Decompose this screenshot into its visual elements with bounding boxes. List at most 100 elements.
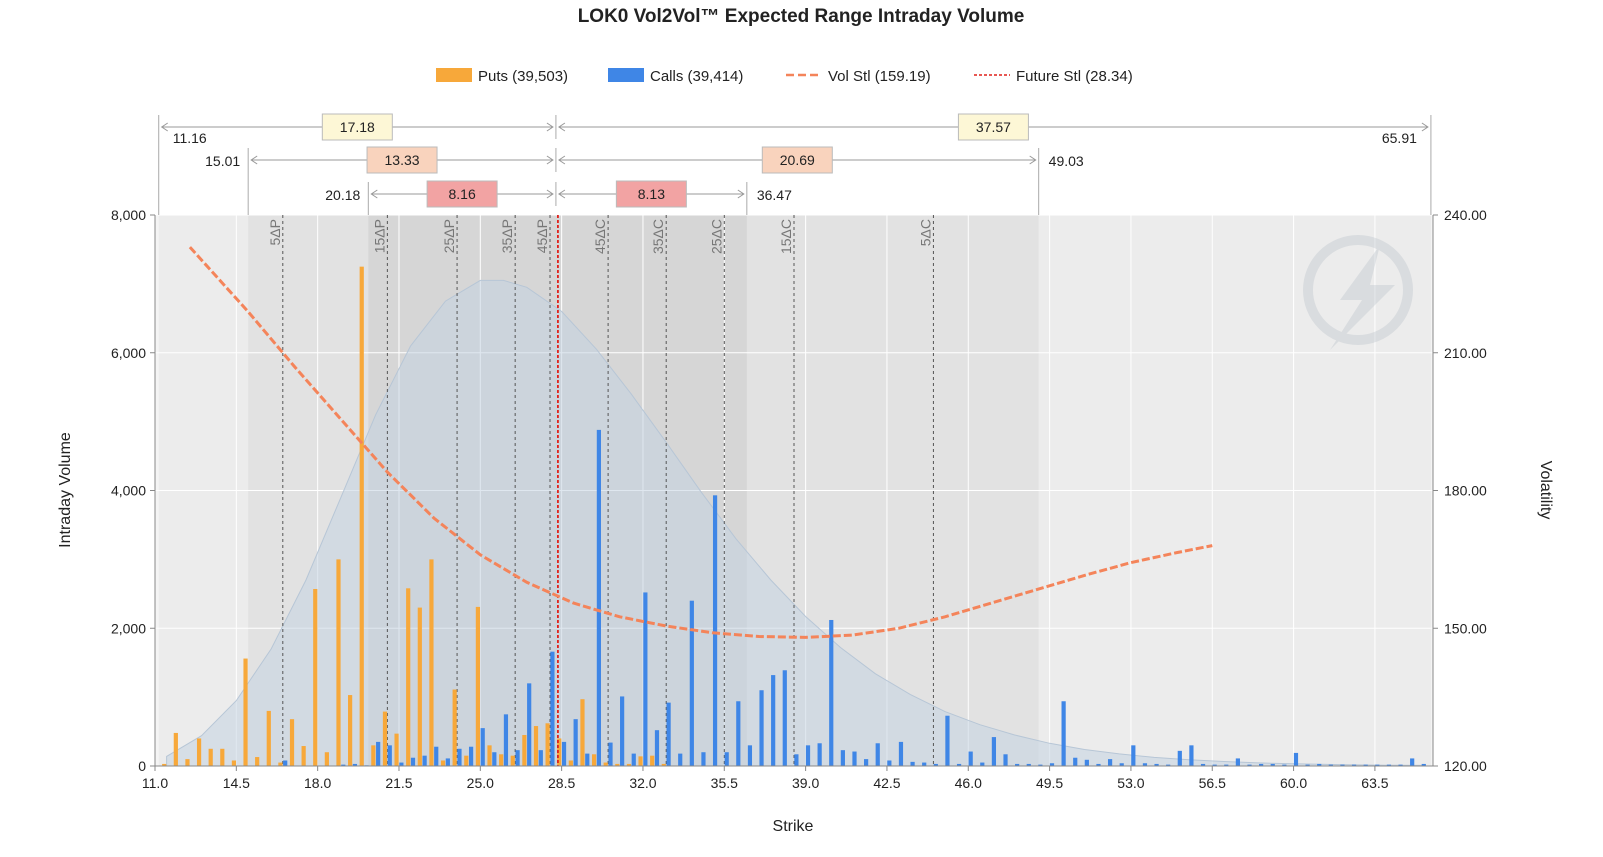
call-bar bbox=[724, 752, 729, 766]
put-bar bbox=[638, 756, 643, 766]
call-bar bbox=[492, 752, 497, 766]
put-bar bbox=[173, 732, 178, 766]
legend-puts-label: Puts (39,503) bbox=[478, 68, 568, 85]
y-tick-label: 4,000 bbox=[111, 483, 146, 499]
call-bar bbox=[933, 763, 938, 766]
call-bar bbox=[422, 755, 427, 766]
arrowhead bbox=[737, 189, 745, 199]
call-bar bbox=[910, 761, 915, 766]
put-bar bbox=[382, 711, 388, 766]
put-bar bbox=[440, 760, 446, 766]
x-tick-label: 11.0 bbox=[142, 775, 168, 791]
put-bar bbox=[220, 748, 225, 766]
arrowhead bbox=[546, 189, 554, 199]
call-bar bbox=[527, 683, 532, 766]
call-bar bbox=[631, 753, 636, 766]
put-bar bbox=[429, 559, 434, 766]
range-low-label: 20.18 bbox=[325, 187, 360, 203]
call-bar bbox=[596, 429, 601, 766]
call-bar bbox=[1235, 758, 1240, 766]
call-bar bbox=[608, 742, 613, 766]
y2-tick-label: 240.00 bbox=[1444, 207, 1487, 223]
put-bar bbox=[406, 588, 411, 766]
call-bar bbox=[503, 714, 509, 766]
delta-label: 15ΔP bbox=[371, 219, 387, 253]
call-bar bbox=[1049, 763, 1055, 766]
call-bar bbox=[678, 753, 683, 766]
y2-tick-label: 150.00 bbox=[1444, 620, 1487, 636]
plot-area: 5ΔP 15ΔP 25ΔP 35ΔP 45ΔP 45ΔC 35ΔC 25ΔC 15ΔC 5ΔC 11… bbox=[111, 113, 1487, 791]
put-bar bbox=[278, 762, 283, 766]
legend-future-label: Future Stl (28.34) bbox=[1016, 68, 1133, 85]
x-axis-label: Strike bbox=[773, 818, 814, 835]
call-bar bbox=[550, 651, 555, 766]
put-bar bbox=[417, 607, 422, 766]
put-bar bbox=[196, 738, 202, 766]
call-bar bbox=[1038, 764, 1043, 766]
distribution-area bbox=[166, 279, 1422, 767]
put-bar bbox=[475, 606, 481, 766]
call-bar bbox=[561, 741, 567, 766]
y2-axis-label: Volatility bbox=[1537, 461, 1554, 520]
call-bar bbox=[573, 719, 578, 766]
call-bar bbox=[1131, 745, 1136, 766]
range-down-box bbox=[366, 146, 438, 174]
call-bar bbox=[945, 715, 950, 766]
call-bar bbox=[1410, 758, 1415, 766]
call-bar bbox=[341, 764, 346, 766]
call-bar bbox=[1282, 764, 1287, 766]
call-bar bbox=[1177, 750, 1182, 766]
range-low-label: 11.16 bbox=[173, 130, 207, 146]
delta-label: 35ΔC bbox=[650, 219, 666, 254]
put-bar bbox=[324, 752, 329, 766]
delta-label: 45ΔP bbox=[534, 219, 550, 253]
call-bar bbox=[701, 752, 706, 766]
call-bar bbox=[1142, 763, 1148, 766]
x-tick-label: 53.0 bbox=[1117, 775, 1144, 791]
put-bar bbox=[255, 757, 260, 766]
call-bar bbox=[480, 728, 485, 766]
delta-label: 15ΔC bbox=[778, 219, 794, 254]
put-bar bbox=[162, 763, 167, 766]
call-bar bbox=[666, 702, 671, 766]
call-bar bbox=[747, 745, 753, 766]
arrowhead bbox=[546, 155, 554, 165]
range-high-label: 65.91 bbox=[1382, 130, 1417, 146]
range-high-label: 36.47 bbox=[757, 187, 792, 203]
put-bar bbox=[336, 559, 341, 766]
y2-tick-label: 210.00 bbox=[1444, 345, 1487, 361]
legend-calls-swatch bbox=[608, 68, 644, 82]
range-up-box bbox=[615, 180, 687, 208]
y-tick-label: 2,000 bbox=[111, 620, 146, 636]
range-down-box bbox=[321, 113, 393, 141]
call-bar bbox=[689, 600, 694, 766]
put-bar bbox=[487, 745, 492, 766]
put-bar bbox=[591, 754, 597, 766]
put-bar bbox=[522, 735, 527, 766]
arrowhead bbox=[546, 122, 554, 132]
x-tick-label: 28.5 bbox=[548, 775, 575, 791]
arrowhead bbox=[250, 155, 258, 165]
call-bar bbox=[468, 746, 474, 766]
legend-puts-swatch bbox=[436, 68, 472, 82]
range-low-label: 15.01 bbox=[205, 153, 240, 169]
delta-label: 25ΔC bbox=[708, 219, 724, 254]
x-tick-label: 60.0 bbox=[1280, 775, 1307, 791]
x-tick-label: 49.5 bbox=[1036, 775, 1063, 791]
put-bar bbox=[359, 266, 364, 766]
call-bar bbox=[829, 619, 834, 766]
call-bar bbox=[445, 758, 450, 766]
call-bar bbox=[1119, 763, 1124, 766]
call-bar bbox=[1224, 764, 1229, 766]
delta-label: 35ΔP bbox=[499, 219, 515, 253]
call-bar bbox=[1317, 763, 1322, 766]
call-bar bbox=[654, 730, 660, 766]
call-bar bbox=[1200, 763, 1206, 766]
put-bar bbox=[464, 755, 469, 766]
call-bar bbox=[980, 762, 985, 766]
range-up-value: 20.69 bbox=[780, 152, 815, 168]
put-bar bbox=[510, 755, 515, 766]
x-tick-label: 39.0 bbox=[792, 775, 819, 791]
range-up-value: 37.57 bbox=[976, 119, 1011, 135]
put-bar bbox=[568, 760, 573, 766]
